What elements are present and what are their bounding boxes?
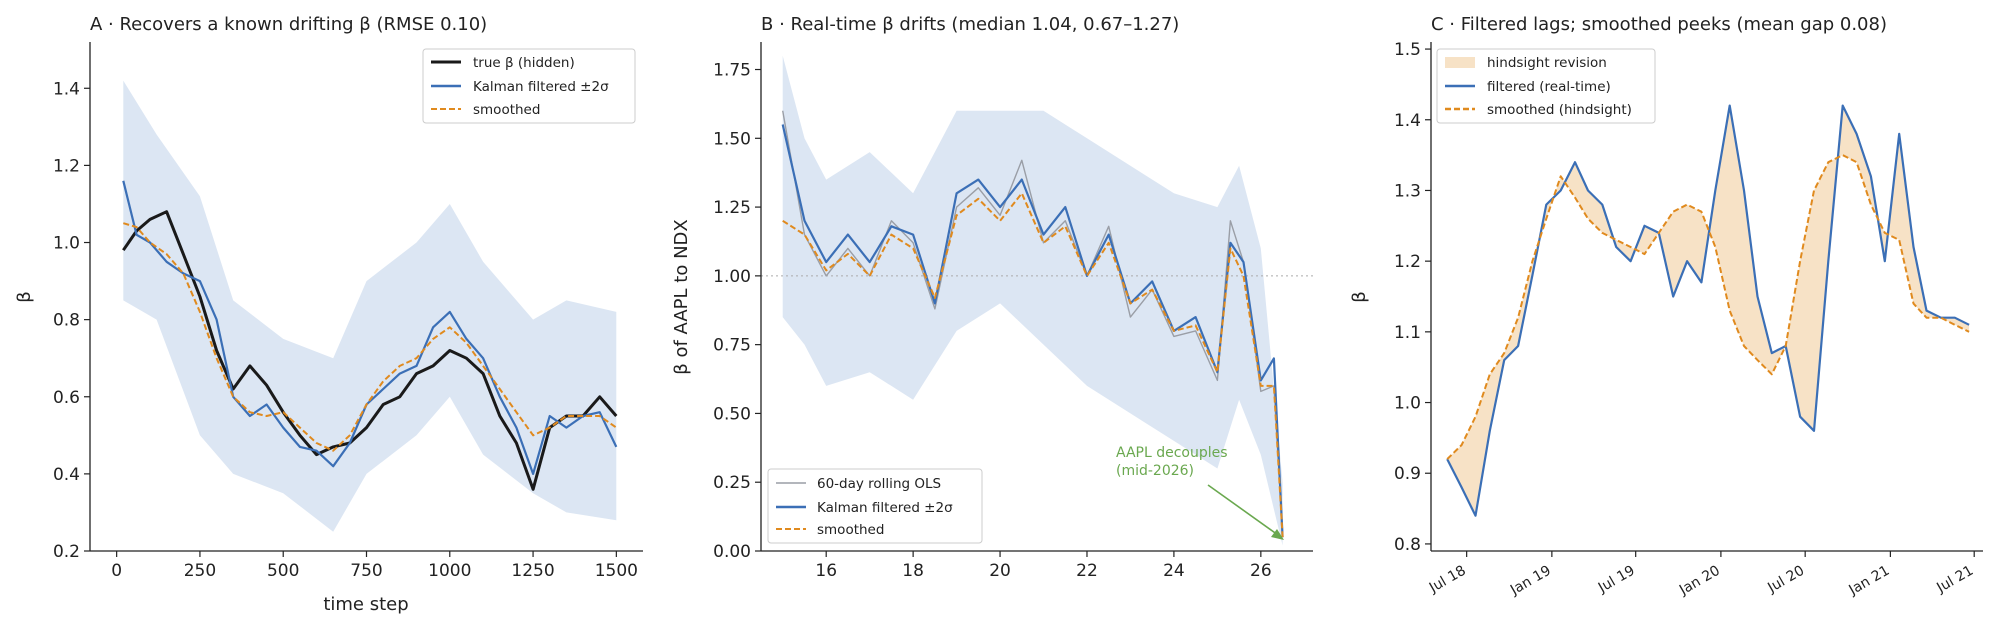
series-line-smoothed	[123, 222, 617, 452]
series-line-smoothed-hindsight	[1446, 154, 1970, 460]
legend-label-kalman: Kalman filtered ±2σ	[817, 500, 953, 516]
y-tick-label: 1.1	[1394, 323, 1421, 343]
x-tick-label: 22	[1076, 561, 1098, 581]
x-tick-label: 16	[815, 561, 837, 581]
y-tick-label: 1.0	[1394, 394, 1421, 414]
panel-a-chart: A · Recovers a known drifting β (RMSE 0.…	[14, 14, 643, 615]
y-tick-label: 1.75	[713, 61, 751, 81]
annotation-arrow-head	[1271, 529, 1284, 540]
legend-label-filtered: filtered (real-time)	[1487, 79, 1611, 95]
y-tick-label: 0.8	[53, 311, 80, 331]
panel-a-legend: true β (hidden) Kalman filtered ±2σ smoo…	[422, 48, 636, 124]
x-tick-label: Jul 18	[1426, 563, 1469, 597]
panel-c-chart: C · Filtered lags; smoothed peeks (mean …	[1349, 14, 1983, 599]
y-tick-label: 0.75	[713, 336, 751, 356]
panel-c-y-ticks: 0.8 0.9 1.0 1.1 1.2 1.3 1.4 1.5	[1394, 40, 1431, 555]
panel-c-title: C · Filtered lags; smoothed peeks (mean …	[1431, 14, 1887, 35]
y-tick-label: 1.00	[713, 267, 751, 287]
uncertainty-band	[123, 80, 617, 532]
x-tick-label: Jul 21	[1933, 563, 1976, 597]
y-tick-label: 1.50	[713, 129, 751, 149]
x-tick-label: 1000	[428, 561, 471, 581]
y-tick-label: 1.0	[53, 234, 80, 254]
y-tick-label: 1.25	[713, 198, 751, 218]
legend-label-smoothed: smoothed (hindsight)	[1487, 102, 1632, 118]
series-line-filtered-real-time	[1446, 104, 1970, 517]
x-tick-label: Jul 20	[1764, 563, 1807, 597]
panel-c-y-label: β	[1349, 291, 1370, 303]
panel-a-plot-area	[122, 80, 618, 532]
y-tick-label: 1.2	[1394, 252, 1421, 272]
series-line-60-day-rolling-ols	[782, 110, 1284, 535]
series-line-true-hidden	[122, 210, 618, 491]
x-tick-label: 1500	[595, 561, 638, 581]
panel-c-plot-area	[1446, 104, 1970, 517]
y-tick-label: 0.4	[53, 465, 80, 485]
series-line-smoothed	[782, 192, 1284, 538]
x-tick-label: Jan 19	[1507, 563, 1554, 599]
x-tick-label: 0	[111, 561, 122, 581]
panel-b-legend: 60-day rolling OLS Kalman filtered ±2σ s…	[767, 468, 983, 544]
y-tick-label: 0.2	[53, 542, 80, 562]
legend-frame	[1436, 48, 1656, 124]
panel-b-annotation: AAPL decouples (mid-2026)	[1116, 445, 1284, 540]
legend-label-smoothed: smoothed	[473, 102, 540, 118]
x-tick-label: 26	[1250, 561, 1272, 581]
panel-a-x-ticks: 0 250 500 750 1000 1250 1500	[111, 551, 638, 581]
series-line-kalman-filtered-2	[781, 124, 1284, 538]
x-tick-label: 18	[902, 561, 924, 581]
x-tick-label: 20	[989, 561, 1011, 581]
panel-a-title: A · Recovers a known drifting β (RMSE 0.…	[90, 14, 487, 35]
x-tick-label: Jan 20	[1676, 563, 1723, 599]
panel-b-x-ticks: 16 18 20 22 24 26	[815, 551, 1272, 581]
panel-b-plot-area	[761, 55, 1313, 546]
legend-label-ols: 60-day rolling OLS	[817, 476, 941, 492]
x-tick-label: 500	[267, 561, 299, 581]
x-tick-label: 1250	[511, 561, 554, 581]
y-tick-label: 1.5	[1394, 40, 1421, 60]
x-tick-label: 24	[1163, 561, 1185, 581]
panel-a-x-label: time step	[323, 594, 408, 615]
x-tick-label: 750	[350, 561, 382, 581]
y-tick-label: 1.3	[1394, 181, 1421, 201]
panel-a-y-label: β	[14, 291, 35, 303]
panel-c-legend: hindsight revision filtered (real-time) …	[1436, 48, 1656, 124]
legend-label-kalman: Kalman filtered ±2σ	[473, 79, 609, 95]
legend-frame	[767, 468, 983, 544]
panel-b-chart: B · Real-time β drifts (median 1.04, 0.6…	[671, 14, 1313, 581]
legend-swatch-revision	[1445, 57, 1475, 68]
panel-b-y-label: β of AAPL to NDX	[671, 219, 692, 374]
panel-b-y-ticks: 0.00 0.25 0.50 0.75 1.00 1.25 1.50 1.75	[713, 61, 761, 562]
panel-c-x-ticks: Jul 18 Jan 19 Jul 19 Jan 20 Jul 20 Jan 21 Jul …	[1426, 551, 1976, 599]
x-tick-label: Jul 19	[1595, 563, 1638, 597]
annotation-text-line-1: AAPL decouples	[1116, 445, 1228, 461]
x-tick-label: Jan 21	[1846, 563, 1893, 599]
y-tick-label: 0.50	[713, 404, 751, 424]
y-tick-label: 0.8	[1394, 535, 1421, 555]
y-tick-label: 1.2	[53, 156, 80, 176]
annotation-arrow-line	[1207, 484, 1279, 536]
y-tick-label: 1.4	[1394, 111, 1421, 131]
legend-label-smoothed: smoothed	[817, 522, 884, 538]
y-tick-label: 1.4	[53, 79, 80, 99]
y-tick-label: 0.25	[713, 473, 751, 493]
y-tick-label: 0.9	[1394, 464, 1421, 484]
panel-b-title: B · Real-time β drifts (median 1.04, 0.6…	[761, 14, 1179, 35]
y-tick-label: 0.6	[53, 388, 80, 408]
legend-label-true: true β (hidden)	[473, 55, 575, 71]
panel-a-y-ticks: 0.2 0.4 0.6 0.8 1.0 1.2 1.4	[53, 79, 90, 562]
uncertainty-band	[782, 55, 1283, 546]
legend-frame	[422, 48, 636, 124]
y-tick-label: 0.00	[713, 542, 751, 562]
annotation-text-line-2: (mid-2026)	[1116, 463, 1194, 479]
x-tick-label: 250	[184, 561, 216, 581]
legend-label-revision: hindsight revision	[1487, 55, 1607, 71]
